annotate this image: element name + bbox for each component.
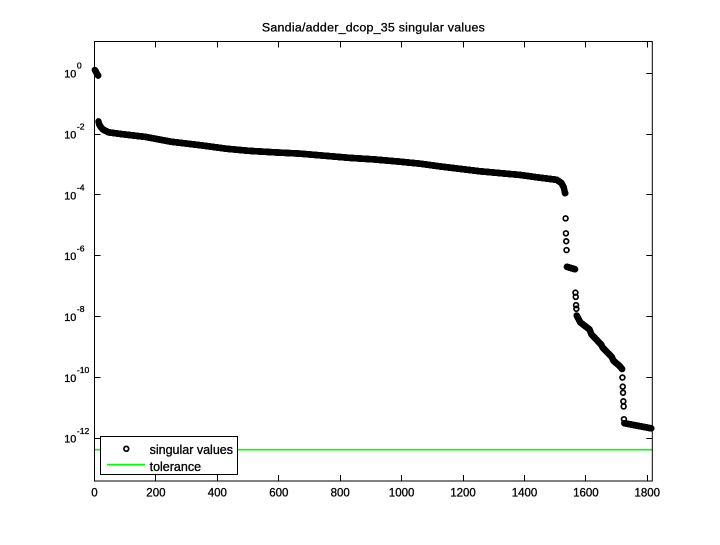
svg-text:1200: 1200: [450, 488, 476, 500]
svg-text:400: 400: [208, 488, 227, 500]
svg-text:-12: -12: [77, 426, 90, 436]
svg-text:10: 10: [64, 373, 76, 385]
svg-text:-4: -4: [77, 182, 85, 192]
svg-text:10: 10: [64, 69, 76, 81]
svg-text:1000: 1000: [389, 488, 415, 500]
svg-text:tolerance: tolerance: [150, 460, 201, 474]
svg-text:-2: -2: [77, 122, 85, 132]
svg-text:10: 10: [64, 251, 76, 263]
svg-text:10: 10: [64, 312, 76, 324]
svg-text:10: 10: [64, 190, 76, 202]
svg-text:singular values: singular values: [150, 443, 233, 457]
svg-text:200: 200: [146, 488, 165, 500]
svg-text:1800: 1800: [635, 488, 661, 500]
svg-text:800: 800: [331, 488, 350, 500]
svg-text:600: 600: [269, 488, 288, 500]
svg-text:10: 10: [64, 434, 76, 446]
svg-text:0: 0: [91, 488, 97, 500]
svg-text:-10: -10: [77, 365, 90, 375]
svg-text:10: 10: [64, 130, 76, 142]
svg-text:Sandia/adder_dcop_35 singular: Sandia/adder_dcop_35 singular values: [262, 21, 485, 35]
svg-text:0: 0: [77, 61, 82, 71]
svg-text:-6: -6: [77, 243, 85, 253]
svg-text:1600: 1600: [573, 488, 599, 500]
svg-text:-8: -8: [77, 304, 85, 314]
svg-text:1400: 1400: [512, 488, 538, 500]
